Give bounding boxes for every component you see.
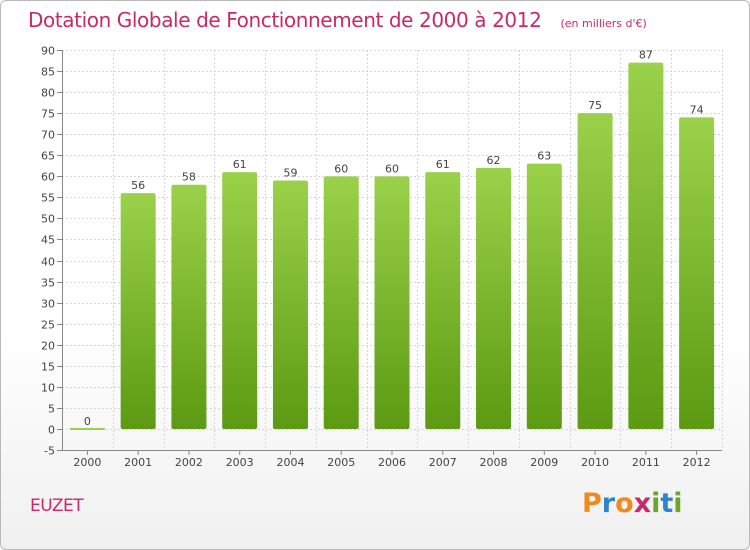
unit-text: (en milliers d'€): [560, 17, 647, 30]
y-tick-label: 50: [41, 213, 55, 226]
bar: [323, 176, 359, 429]
y-tick-label: 65: [41, 150, 55, 163]
data-label: 62: [487, 154, 501, 167]
data-label: 58: [182, 171, 196, 184]
x-tick-label: 2003: [226, 456, 254, 469]
data-label: 63: [537, 150, 551, 163]
x-tick-label: 2005: [327, 456, 355, 469]
data-label: 60: [385, 162, 399, 175]
y-tick-label: 80: [41, 87, 55, 100]
bar: [272, 180, 308, 429]
y-tick-label: 70: [41, 129, 55, 142]
y-tick-label: 5: [48, 403, 55, 416]
logo-letter: x: [633, 488, 652, 519]
y-tick-label: 20: [41, 340, 55, 353]
x-tick-label: 2011: [632, 456, 660, 469]
x-tick-label: 2009: [530, 456, 558, 469]
data-label: 61: [233, 158, 247, 171]
y-tick-label: 15: [41, 361, 55, 374]
data-label: 56: [131, 179, 145, 192]
y-tick-label: 60: [41, 171, 55, 184]
data-label: 87: [639, 49, 653, 62]
y-tick-label: 55: [41, 192, 55, 205]
labels: 2000 0 2001 56 2002 58 2003 61 2004 59 2005 60 2006 6…: [73, 49, 710, 469]
x-tick-label: 2010: [581, 456, 609, 469]
bar: [526, 163, 562, 429]
x-tick-label: 2002: [175, 456, 203, 469]
data-label: 74: [690, 103, 704, 116]
bar: [374, 176, 410, 429]
proxiti-logo[interactable]: Proxiti: [582, 488, 683, 519]
x-tick-label: 2012: [683, 456, 711, 469]
y-tick-label: 10: [41, 382, 55, 395]
data-label: 60: [334, 162, 348, 175]
y-tick-label: 40: [41, 256, 55, 269]
bars: [69, 62, 715, 430]
bar: [628, 62, 664, 429]
logo-letter: o: [615, 488, 634, 519]
y-tick-label: -5: [44, 445, 55, 458]
data-label: 0: [84, 415, 91, 428]
bar: [120, 193, 156, 429]
data-label: 61: [436, 158, 450, 171]
logo-letter: r: [601, 488, 616, 519]
bar: [577, 113, 613, 429]
y-tick-label: 30: [41, 298, 55, 311]
x-tick-label: 2000: [73, 456, 101, 469]
y-tick-label: 85: [41, 66, 55, 79]
commune-name: EUZET: [30, 496, 84, 516]
x-tick-label: 2007: [429, 456, 457, 469]
x-tick-label: 2006: [378, 456, 406, 469]
y-tick-label: 35: [41, 277, 55, 290]
title-text: Dotation Globale de Fonctionnement de 20…: [28, 8, 542, 32]
logo-letter: P: [582, 488, 602, 519]
bar: [222, 172, 258, 429]
y-tick-label: 90: [41, 45, 55, 58]
bar: [171, 184, 207, 429]
bar: [679, 117, 715, 429]
y-tick-label: 45: [41, 234, 55, 247]
data-label: 59: [283, 167, 297, 180]
bar: [425, 172, 461, 429]
y-tick-label: 75: [41, 108, 55, 121]
logo-letter: i: [651, 488, 661, 519]
logo-letter: t: [660, 488, 674, 519]
bar: [476, 167, 512, 429]
axes: -5 0 5 10 15 20 25 30 35 40 45 50 55 60 65 70 75 80 85 90: [41, 45, 722, 458]
data-label: 75: [588, 99, 602, 112]
logo-letter: i: [673, 488, 683, 519]
x-tick-label: 2004: [276, 456, 304, 469]
y-tick-label: 0: [48, 424, 55, 437]
y-tick-label: 25: [41, 319, 55, 332]
x-tick-label: 2001: [124, 456, 152, 469]
chart-title: Dotation Globale de Fonctionnement de 20…: [28, 8, 647, 32]
x-tick-label: 2008: [480, 456, 508, 469]
